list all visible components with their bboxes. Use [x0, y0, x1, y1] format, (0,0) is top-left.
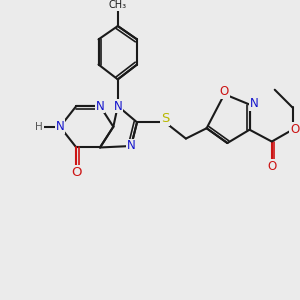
Text: N: N [96, 100, 104, 112]
Text: O: O [267, 160, 276, 173]
Text: N: N [127, 140, 136, 152]
Text: O: O [220, 85, 229, 98]
Text: N: N [56, 120, 64, 133]
Text: O: O [290, 123, 299, 136]
Text: N: N [250, 97, 258, 110]
Text: O: O [71, 166, 82, 179]
Text: N: N [113, 100, 122, 112]
Text: CH₃: CH₃ [109, 0, 127, 10]
Text: H: H [35, 122, 43, 132]
Text: S: S [161, 112, 169, 125]
